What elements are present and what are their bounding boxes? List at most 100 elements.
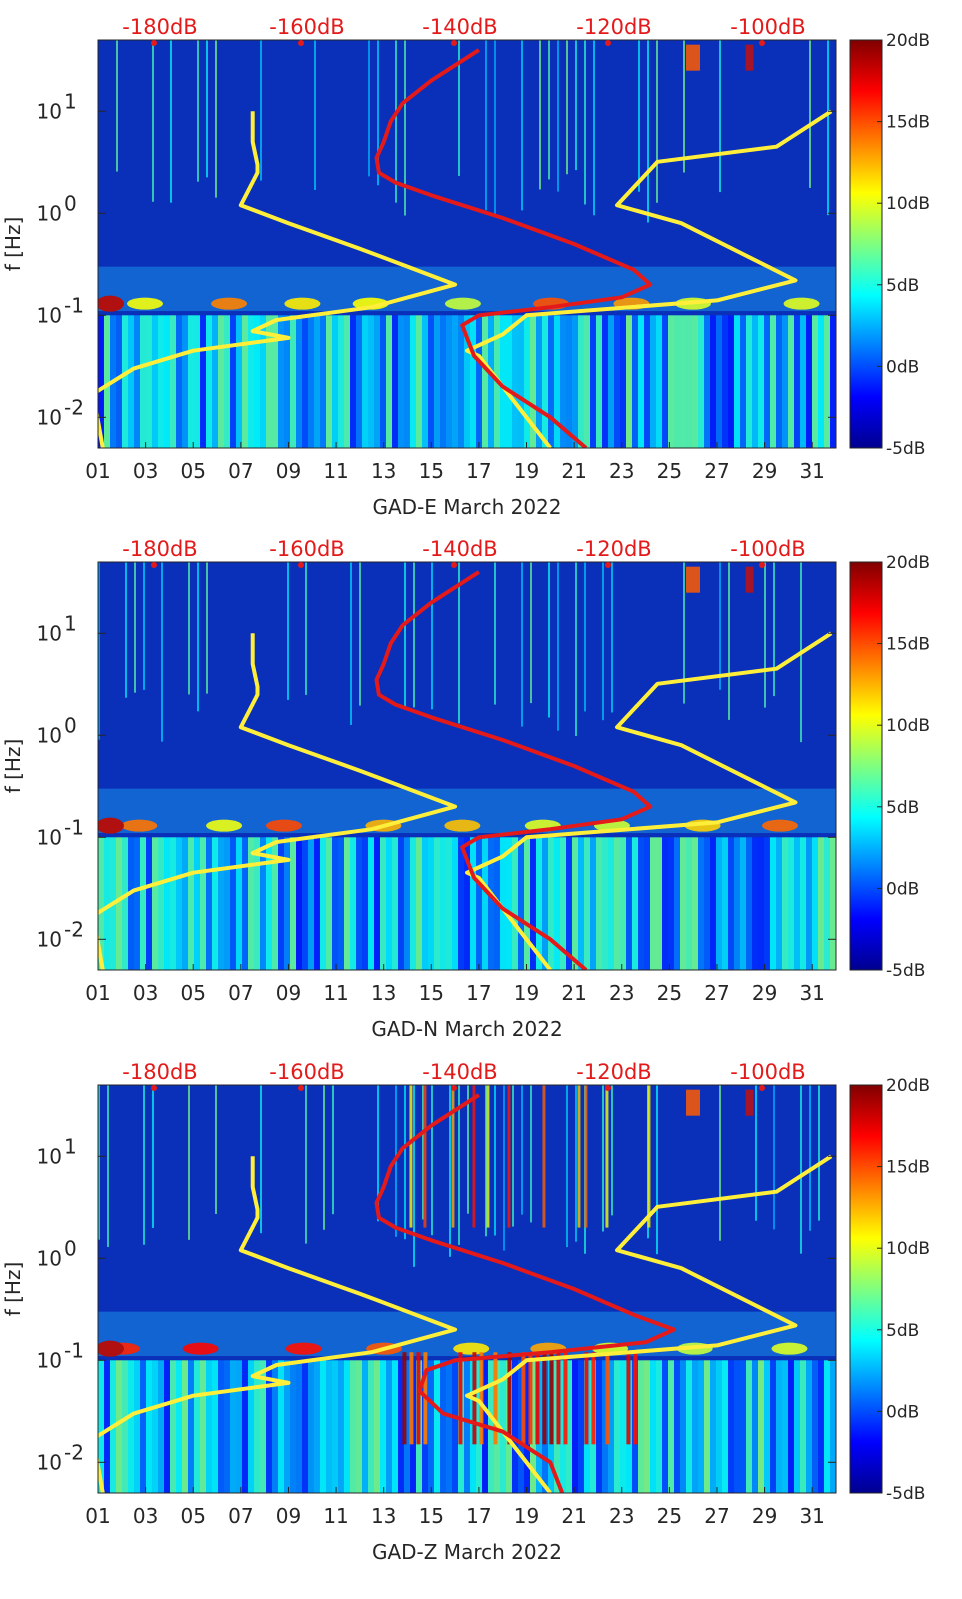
texture-strip <box>338 1360 344 1493</box>
texture-strip <box>776 1360 782 1493</box>
texture-event <box>745 566 754 593</box>
texture-strip <box>710 837 716 970</box>
texture-streak <box>152 40 154 202</box>
texture-streak <box>542 1085 546 1228</box>
texture-streak <box>683 40 685 173</box>
texture-streak <box>647 1085 651 1228</box>
texture-strip <box>128 837 134 970</box>
colorbar-label: -5dB <box>886 439 925 459</box>
x-tick-label: 21 <box>561 459 586 483</box>
texture-strip <box>482 315 488 448</box>
x-tick-label: 03 <box>133 1504 158 1528</box>
texture-strip <box>290 1360 296 1493</box>
texture-strip <box>206 1360 212 1493</box>
texture-strip <box>746 315 752 448</box>
top-axis-marker <box>605 40 611 46</box>
texture-strip <box>620 1360 626 1493</box>
texture-streak <box>409 1085 413 1228</box>
texture-strip <box>398 1360 404 1493</box>
texture-strip <box>596 1360 602 1493</box>
colorbar-label: 20dB <box>886 553 930 573</box>
texture-strip <box>374 1360 380 1493</box>
top-axis-label: -180dB <box>122 1060 197 1084</box>
texture-strip <box>368 315 374 448</box>
texture-streak <box>827 40 829 216</box>
x-tick-label: 13 <box>371 1504 396 1528</box>
x-tick-label: 17 <box>466 459 491 483</box>
texture-strip <box>374 837 380 970</box>
texture-strip <box>680 837 686 970</box>
texture-strip <box>428 315 434 448</box>
y-tick-exponent: -1 <box>64 1338 84 1362</box>
top-axis-marker <box>759 40 765 46</box>
texture-strip <box>572 1360 578 1493</box>
x-tick-label: 13 <box>371 981 396 1005</box>
texture-streak <box>605 1085 609 1228</box>
spectrogram-image <box>98 40 836 448</box>
texture-strip <box>818 1360 824 1493</box>
top-axis-marker <box>151 562 157 568</box>
texture-streak <box>314 40 316 190</box>
texture-streak <box>206 562 208 694</box>
texture-streak <box>521 1352 526 1445</box>
texture-strip <box>728 1360 734 1493</box>
texture-streak <box>260 40 262 181</box>
texture-strip <box>140 837 146 970</box>
texture-strip <box>338 837 344 970</box>
y-tick-exponent: -2 <box>64 917 84 941</box>
texture-streak <box>638 40 640 192</box>
x-tick-label: 27 <box>704 1504 729 1528</box>
texture-strip <box>122 837 128 970</box>
texture-strip <box>278 315 284 448</box>
texture-strip <box>686 1360 692 1493</box>
texture-strip <box>134 837 140 970</box>
texture-strip <box>656 315 662 448</box>
texture-streak <box>402 1352 407 1445</box>
texture-strip <box>752 837 758 970</box>
texture-strip <box>608 837 614 970</box>
texture-strip <box>368 837 374 970</box>
texture-strip <box>254 315 260 448</box>
texture-strip <box>152 315 158 448</box>
x-tick-label: 17 <box>466 981 491 1005</box>
texture-streak <box>98 562 100 740</box>
texture-streak <box>431 562 433 710</box>
y-tick-label: 10 <box>37 723 62 747</box>
x-tick-label: 07 <box>228 1504 253 1528</box>
texture-event <box>127 297 164 310</box>
texture-strip <box>752 315 758 448</box>
colorbar-label: 5dB <box>886 276 919 296</box>
texture-strip <box>410 837 416 970</box>
texture-strip <box>236 837 242 970</box>
texture-streak <box>377 40 379 186</box>
texture-streak <box>416 1352 421 1445</box>
texture-strip <box>410 315 416 448</box>
texture-streak <box>584 40 586 205</box>
texture-strip <box>632 837 638 970</box>
texture-strip <box>740 837 746 970</box>
texture-strip <box>644 315 650 448</box>
texture-streak <box>493 1352 498 1445</box>
texture-strip <box>452 1360 458 1493</box>
texture-strip <box>536 315 542 448</box>
texture-strip <box>566 1360 572 1493</box>
texture-strip <box>212 315 218 448</box>
texture-strip <box>296 315 302 448</box>
texture-strip <box>116 315 122 448</box>
texture-strip <box>638 1360 644 1493</box>
texture-streak <box>287 562 289 700</box>
panel-1: 01 03 05 07 09 11 13 15 17 19 21 23 25 27 29 3110-210-1… <box>1 15 930 519</box>
texture-streak <box>197 40 199 182</box>
texture-strip <box>674 1360 680 1493</box>
texture-strip <box>200 315 206 448</box>
texture-strip <box>650 837 656 970</box>
colorbar-label: -5dB <box>886 961 925 981</box>
texture-strip <box>158 315 164 448</box>
texture-strip <box>614 1360 620 1493</box>
texture-streak <box>431 1085 433 1236</box>
y-tick-label: 10 <box>37 303 62 327</box>
texture-streak <box>575 1085 577 1242</box>
y-tick-label: 10 <box>37 1450 62 1474</box>
texture-strip <box>380 837 386 970</box>
texture-strip <box>290 837 296 970</box>
